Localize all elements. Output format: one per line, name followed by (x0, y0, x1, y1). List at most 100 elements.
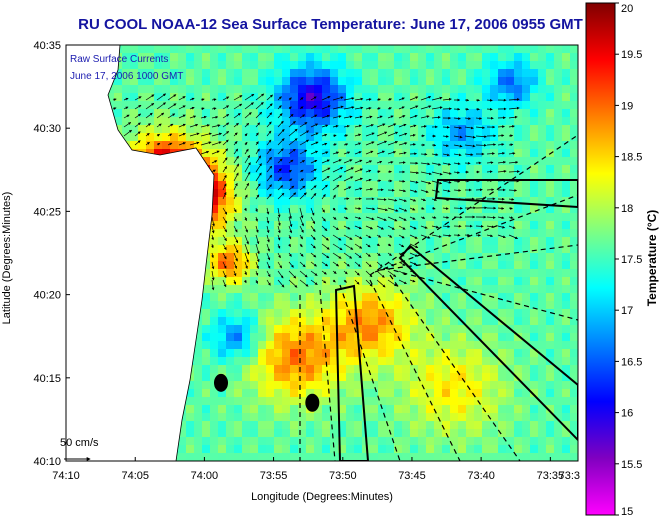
sst-cell (338, 197, 347, 206)
sst-cell (330, 381, 339, 390)
sst-cell (522, 277, 531, 286)
sst-cell (434, 157, 443, 166)
colorbar-label: Temperature (°C) (645, 210, 659, 307)
current-vector (376, 131, 388, 137)
sst-cell (354, 117, 363, 126)
sst-cell (506, 181, 515, 190)
sst-cell (554, 261, 563, 270)
sst-cell (538, 237, 547, 246)
sst-cell (282, 325, 291, 334)
current-vector (486, 170, 493, 174)
sst-cell (362, 253, 371, 262)
sst-cell (274, 397, 283, 406)
sst-cell (530, 125, 539, 134)
sst-cell (386, 437, 395, 446)
sst-cell (482, 237, 491, 246)
sst-cell (242, 141, 251, 150)
current-vector (222, 225, 228, 233)
sst-cell (546, 213, 555, 222)
sst-cell (186, 437, 195, 446)
sst-cell (282, 157, 291, 166)
sst-cell (250, 157, 259, 166)
sst-cell (402, 53, 411, 62)
current-vector (156, 112, 165, 119)
sst-cell (330, 77, 339, 86)
sst-cell (122, 69, 131, 78)
sst-cell (522, 381, 531, 390)
sst-cell (426, 333, 435, 342)
sst-cell (554, 349, 563, 358)
sst-cell (386, 285, 395, 294)
sst-cell (138, 117, 147, 126)
sst-cell (522, 437, 531, 446)
sst-cell (498, 285, 507, 294)
sst-cell (474, 261, 483, 270)
sst-cell (458, 277, 467, 286)
sst-cell (394, 253, 403, 262)
sst-cell (426, 69, 435, 78)
sst-cell (266, 437, 275, 446)
sst-cell (466, 253, 475, 262)
sst-cell (258, 53, 267, 62)
sst-cell (570, 413, 578, 422)
current-vector (310, 105, 317, 110)
sst-cell (218, 133, 227, 142)
current-vector (332, 243, 343, 251)
sst-cell (242, 301, 251, 310)
current-vector (398, 279, 407, 285)
sst-cell (362, 389, 371, 398)
sst-cell (474, 77, 483, 86)
sst-cell (370, 45, 379, 54)
sst-cell (194, 341, 203, 350)
sst-cell (482, 349, 491, 358)
sst-cell (458, 365, 467, 374)
sst-cell (562, 69, 571, 78)
sst-cell (386, 77, 395, 86)
sst-cell (474, 445, 483, 454)
current-vector (299, 149, 308, 155)
sst-cell (322, 341, 331, 350)
sst-cell (474, 453, 483, 461)
approach-line (369, 134, 578, 276)
sst-cell (466, 421, 475, 430)
sst-cell (378, 325, 387, 334)
current-vector (299, 207, 304, 219)
sst-cell (482, 245, 491, 254)
sst-cell (162, 149, 171, 158)
sst-cell (354, 85, 363, 94)
sst-cell (234, 181, 243, 190)
current-vector (508, 143, 514, 147)
sst-cell (314, 149, 323, 158)
sst-cell (570, 309, 578, 318)
sst-cell (410, 165, 419, 174)
sst-cell (258, 445, 267, 454)
sst-cell (258, 365, 267, 374)
sst-cell (402, 309, 411, 318)
sst-cell (530, 453, 539, 461)
sst-cell (570, 93, 578, 102)
sst-cell (194, 349, 203, 358)
sst-cell (450, 205, 459, 214)
sst-cell (546, 397, 555, 406)
current-vector (244, 93, 255, 101)
sst-cell (218, 205, 227, 214)
sst-cell (506, 261, 515, 270)
sst-cell (322, 453, 331, 461)
sst-cell (506, 333, 515, 342)
sst-cell (226, 357, 235, 366)
sst-cell (114, 77, 123, 86)
sst-cell (210, 309, 219, 318)
sst-cell (202, 117, 211, 126)
sst-cell (482, 413, 491, 422)
sst-cell (378, 77, 387, 86)
sst-cell (410, 173, 419, 182)
sst-cell (346, 61, 355, 70)
sst-cell (338, 213, 347, 222)
sst-cell (170, 141, 179, 150)
sst-cell (522, 245, 531, 254)
sst-cell (370, 421, 379, 430)
sst-cell (554, 381, 563, 390)
sst-cell (514, 125, 523, 134)
sst-cell (402, 141, 411, 150)
sst-cell (338, 245, 347, 254)
